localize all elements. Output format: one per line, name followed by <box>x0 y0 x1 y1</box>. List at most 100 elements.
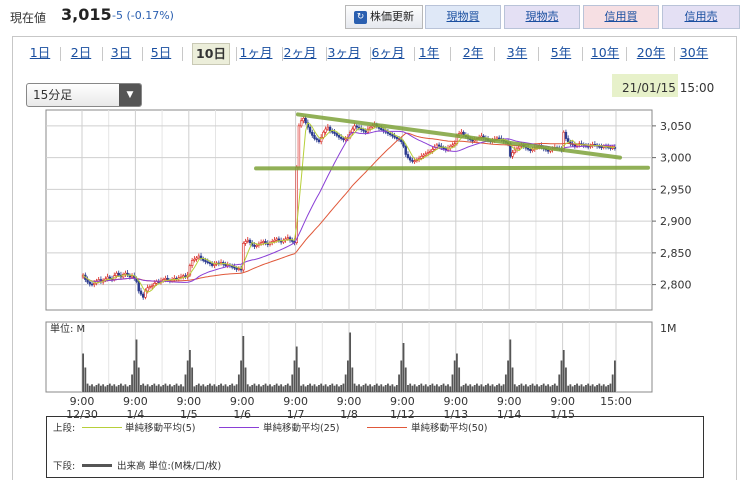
tab-0[interactable]: 1日 <box>29 45 51 60</box>
tab-separator <box>582 47 583 61</box>
volume-bar <box>82 353 85 392</box>
volume-bar <box>560 360 563 392</box>
volume-bar <box>257 384 260 392</box>
volume-bar <box>269 384 271 392</box>
margin-buy-button[interactable]: 信用買 <box>583 5 659 29</box>
candle-body <box>451 144 454 147</box>
volume-bar <box>195 385 198 392</box>
volume-bar <box>171 386 174 392</box>
legend-volume-bar <box>82 464 112 467</box>
volume-bar <box>476 383 478 392</box>
price-value: 3,015 <box>61 5 112 24</box>
volume-bar <box>511 367 514 392</box>
candle-body <box>340 137 343 139</box>
volume-bar <box>520 383 523 392</box>
candle-body <box>406 154 410 158</box>
tab-8[interactable]: 6ヶ月 <box>371 45 405 60</box>
tab-12[interactable]: 5年 <box>550 45 572 60</box>
candle-body <box>495 137 499 140</box>
candle-body <box>311 131 314 136</box>
volume-bar <box>291 374 294 392</box>
volume-bar <box>351 367 354 392</box>
candle-body <box>408 157 412 161</box>
volume-bar <box>295 346 298 392</box>
volume-bar <box>242 336 245 392</box>
volume-bar <box>569 384 572 392</box>
volume-bar <box>435 384 438 392</box>
tab-6[interactable]: 2ヶ月 <box>283 45 317 60</box>
tab-10[interactable]: 2年 <box>462 45 484 60</box>
volume-bar <box>289 385 291 392</box>
candle-body <box>86 279 89 283</box>
volume-bar <box>298 367 300 392</box>
volume-bar <box>160 386 162 392</box>
volume-bar <box>404 367 407 392</box>
legend-volume: 出来高 単位:(M株/口/枚) <box>117 461 222 472</box>
volume-bar <box>364 383 367 392</box>
refresh-icon: ↻ <box>354 10 367 24</box>
ma25-line <box>82 130 615 283</box>
candle-body <box>344 138 347 141</box>
margin-sell-button[interactable]: 信用売 <box>662 5 740 29</box>
volume-bar <box>567 385 570 392</box>
candle-body <box>182 275 185 278</box>
tab-3[interactable]: 5日 <box>150 45 172 60</box>
volume-bar <box>222 385 225 392</box>
interval-select[interactable]: 15分足 ▼ <box>26 83 142 107</box>
volume-bar <box>202 384 205 392</box>
volume-bar <box>318 385 320 392</box>
tab-2[interactable]: 3日 <box>110 45 132 60</box>
volume-bar <box>322 385 325 392</box>
candle-body <box>531 149 534 151</box>
spot-sell-button[interactable]: 現物売 <box>504 5 580 29</box>
tab-7[interactable]: 3ヶ月 <box>327 45 361 60</box>
candle-body <box>255 244 258 247</box>
candle-body <box>471 139 474 142</box>
tab-4[interactable]: 10日 <box>192 43 230 65</box>
tab-5[interactable]: 1ヶ月 <box>239 45 273 60</box>
chevron-down-icon: ▼ <box>119 84 141 106</box>
volume-bar <box>602 384 605 392</box>
candle-body <box>195 257 198 260</box>
volume-bar <box>286 383 289 392</box>
tab-9[interactable]: 1年 <box>418 45 440 60</box>
candle-body <box>204 260 207 263</box>
volume-bar <box>378 385 380 392</box>
tab-14[interactable]: 20年 <box>636 45 666 60</box>
y-tick-label: 2,950 <box>660 183 692 196</box>
volume-bar <box>420 383 423 392</box>
annotation-trendline-lower <box>254 165 650 171</box>
refresh-price-button[interactable]: ↻ 株価更新 <box>345 5 423 29</box>
candle-body <box>426 152 430 155</box>
tab-separator <box>414 47 415 61</box>
chart-frame <box>12 36 737 480</box>
candle-body <box>422 154 425 157</box>
volume-bar <box>527 386 530 392</box>
volume-bar <box>86 383 89 392</box>
chart-legend: 上段: 単純移動平均(5) 単純移動平均(25) 単純移動平均(50) 下段: … <box>46 416 704 478</box>
candle-body <box>353 125 356 130</box>
volume-bar <box>275 383 278 392</box>
tab-separator <box>282 47 283 61</box>
volume-bar <box>456 353 458 392</box>
volume-bar <box>264 383 267 392</box>
tab-15[interactable]: 30年 <box>679 45 709 60</box>
volume-bar <box>551 385 554 392</box>
volume-bar <box>313 384 316 392</box>
volume-bar <box>391 384 394 392</box>
volume-bar <box>524 384 527 392</box>
candle-body <box>324 128 327 133</box>
tab-13[interactable]: 10年 <box>590 45 620 60</box>
legend-upper-label: 上段: <box>53 423 76 434</box>
tab-11[interactable]: 3年 <box>506 45 528 60</box>
quote-header: 現在値 3,015 -5 (-0.17%) ↻ 株価更新 現物買 現物売 信用買 … <box>0 0 749 34</box>
spot-buy-button[interactable]: 現物買 <box>425 5 501 29</box>
tab-1[interactable]: 2日 <box>70 45 92 60</box>
volume-unit-label: 単位: M <box>50 322 85 335</box>
volume-bar <box>467 385 469 392</box>
candle-body <box>351 128 354 133</box>
volume-bar <box>217 385 220 392</box>
x-tick-date: 1/8 <box>340 408 358 421</box>
volume-bar <box>504 374 507 392</box>
volume-bar <box>402 343 405 392</box>
